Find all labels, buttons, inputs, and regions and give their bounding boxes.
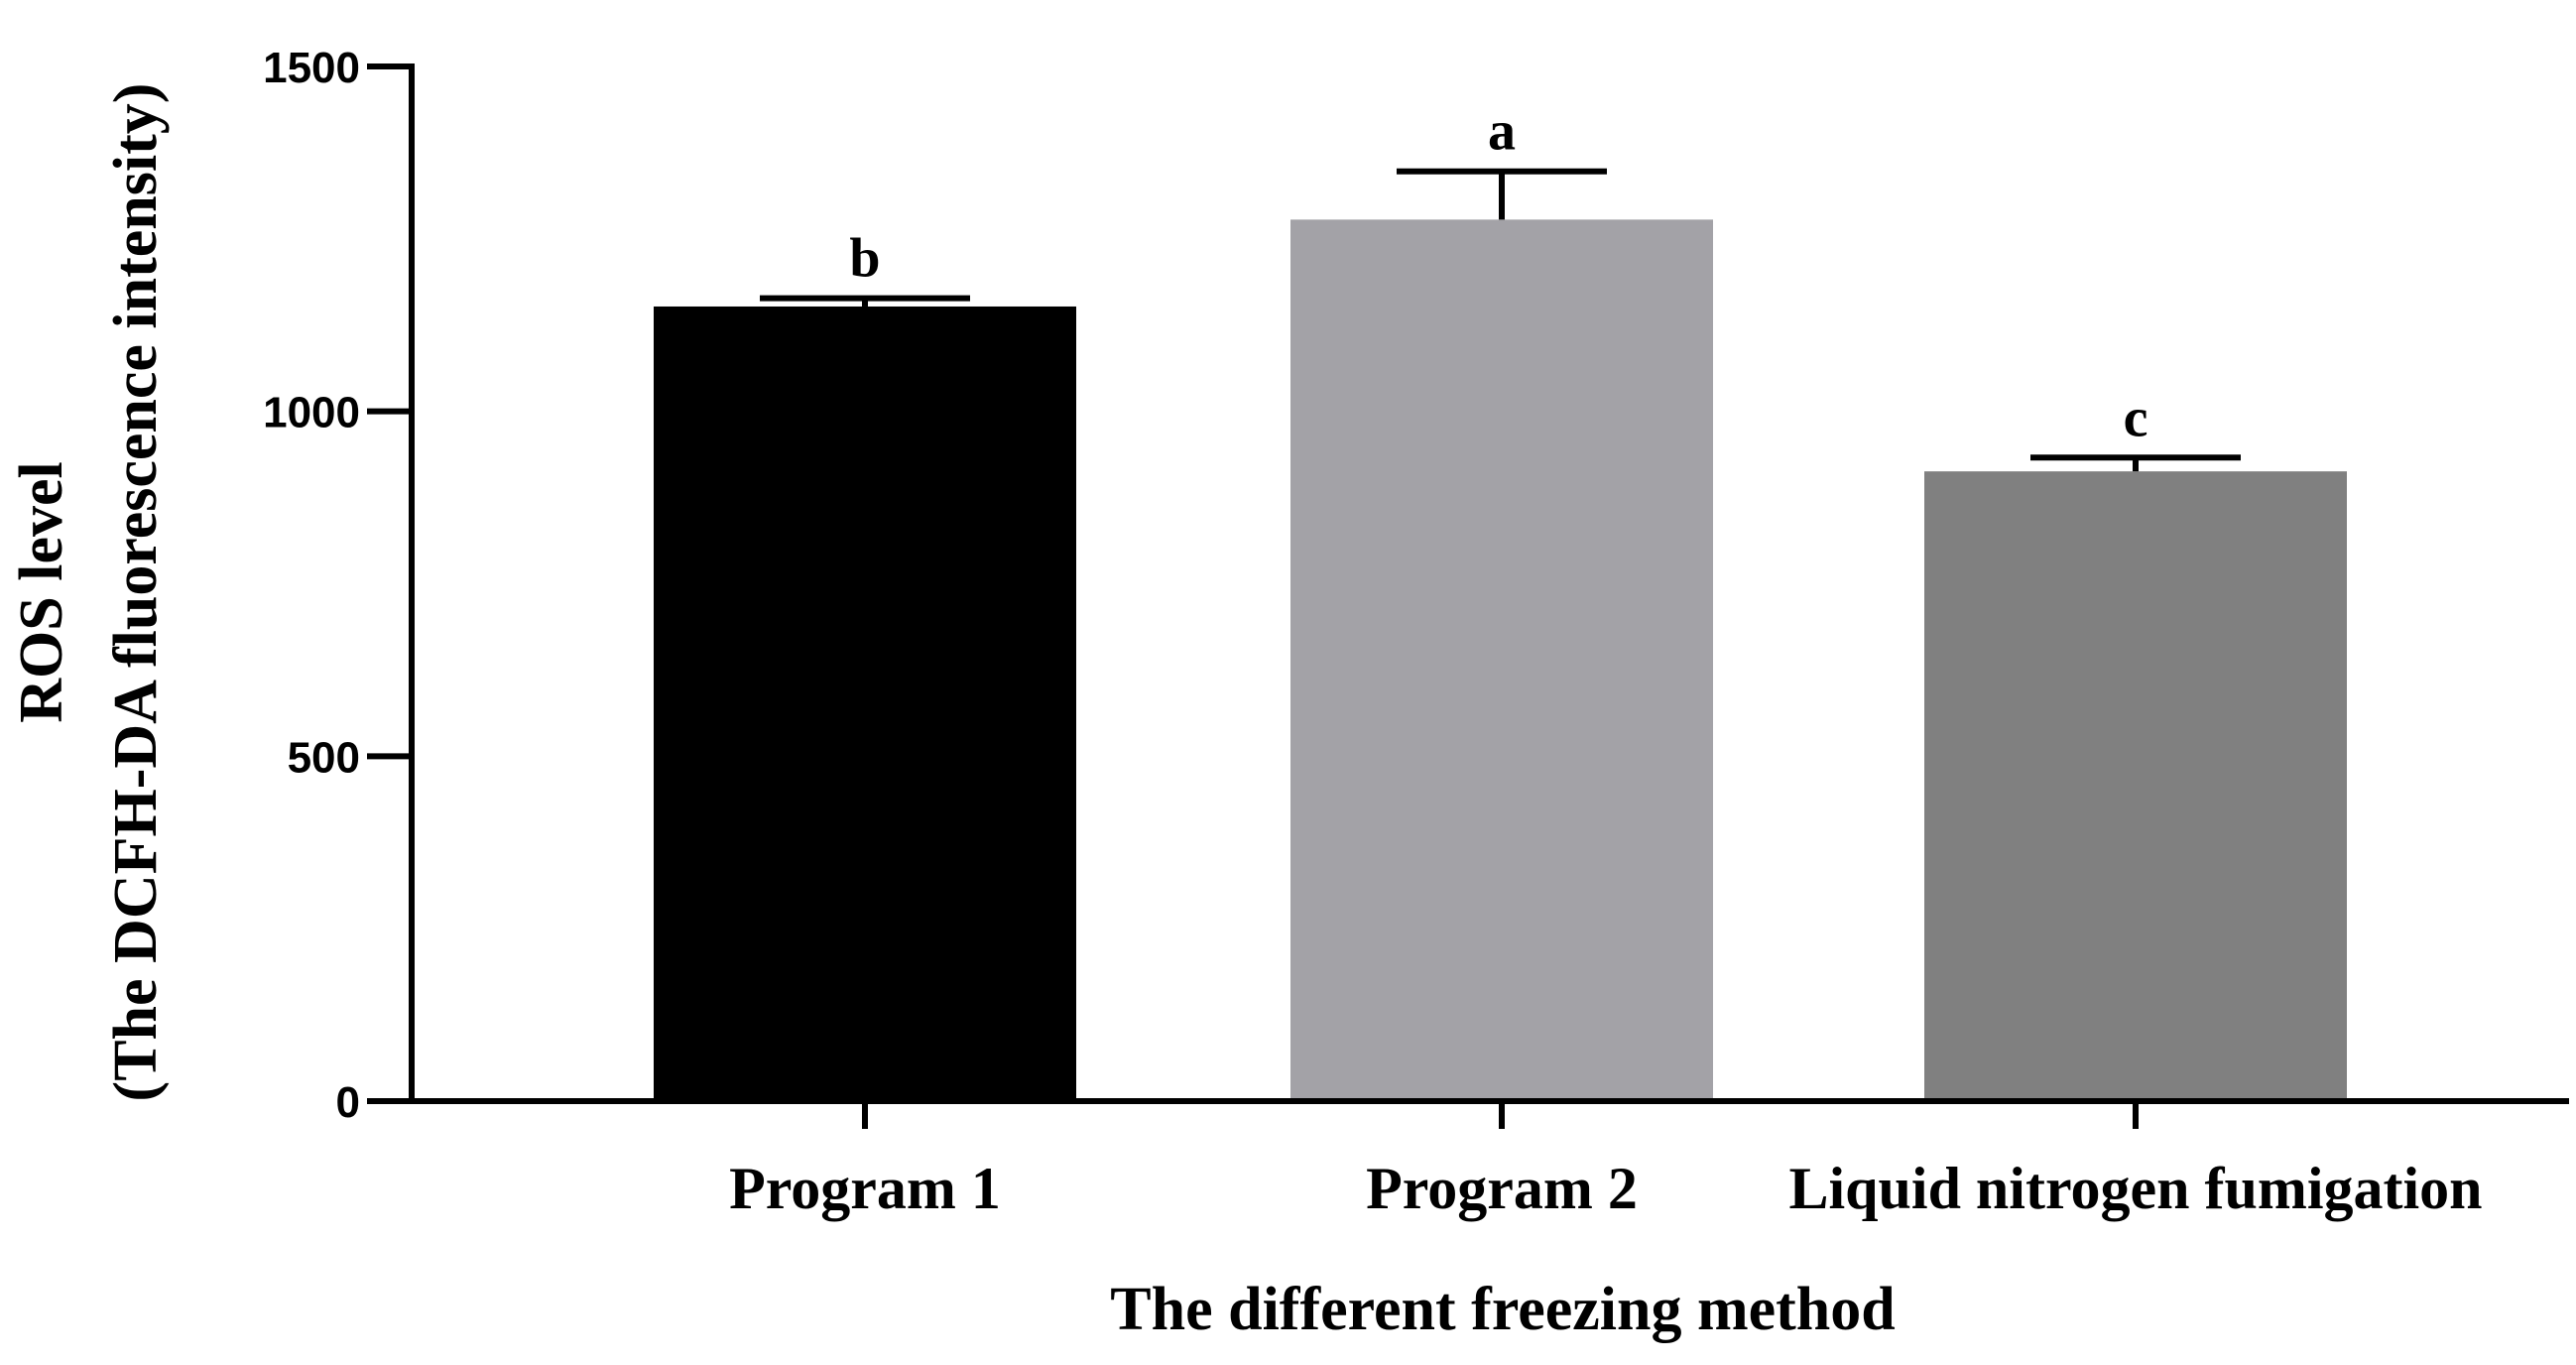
x-tick-label-2: Program 2 — [1366, 1156, 1638, 1221]
bar-1 — [654, 306, 1076, 1101]
y-tick-label-2: 500 — [288, 733, 360, 782]
significance-label-3: c — [2124, 387, 2148, 448]
bar-2 — [1290, 219, 1713, 1101]
y-tick-label-4: 1500 — [263, 44, 360, 92]
y-axis-title: ROS level (The DCFH-DA fluorescence inte… — [8, 83, 170, 1102]
y-tick-label-1: 0 — [336, 1078, 360, 1127]
x-tick-label-1: Program 1 — [729, 1156, 1001, 1221]
error-bars-layer — [760, 168, 2241, 472]
x-tick-label-3: Liquid nitrogen fumigation — [1788, 1156, 2482, 1221]
bar-3 — [1924, 471, 2347, 1102]
y-axis-title-line1: ROS level — [8, 461, 75, 722]
significance-label-1: b — [849, 228, 880, 290]
labels-layer: b Program 1 a Program 2 c Liquid nitrogen fum… — [263, 44, 2482, 1221]
x-axis-title: The different freezing method — [1110, 1276, 1896, 1343]
axes-layer — [367, 63, 2569, 1129]
significance-label-2: a — [1488, 101, 1516, 163]
y-tick-label-3: 1000 — [263, 389, 360, 437]
y-axis-title-line2: (The DCFH-DA fluorescence intensity) — [102, 83, 170, 1102]
bars-layer — [654, 219, 2347, 1102]
